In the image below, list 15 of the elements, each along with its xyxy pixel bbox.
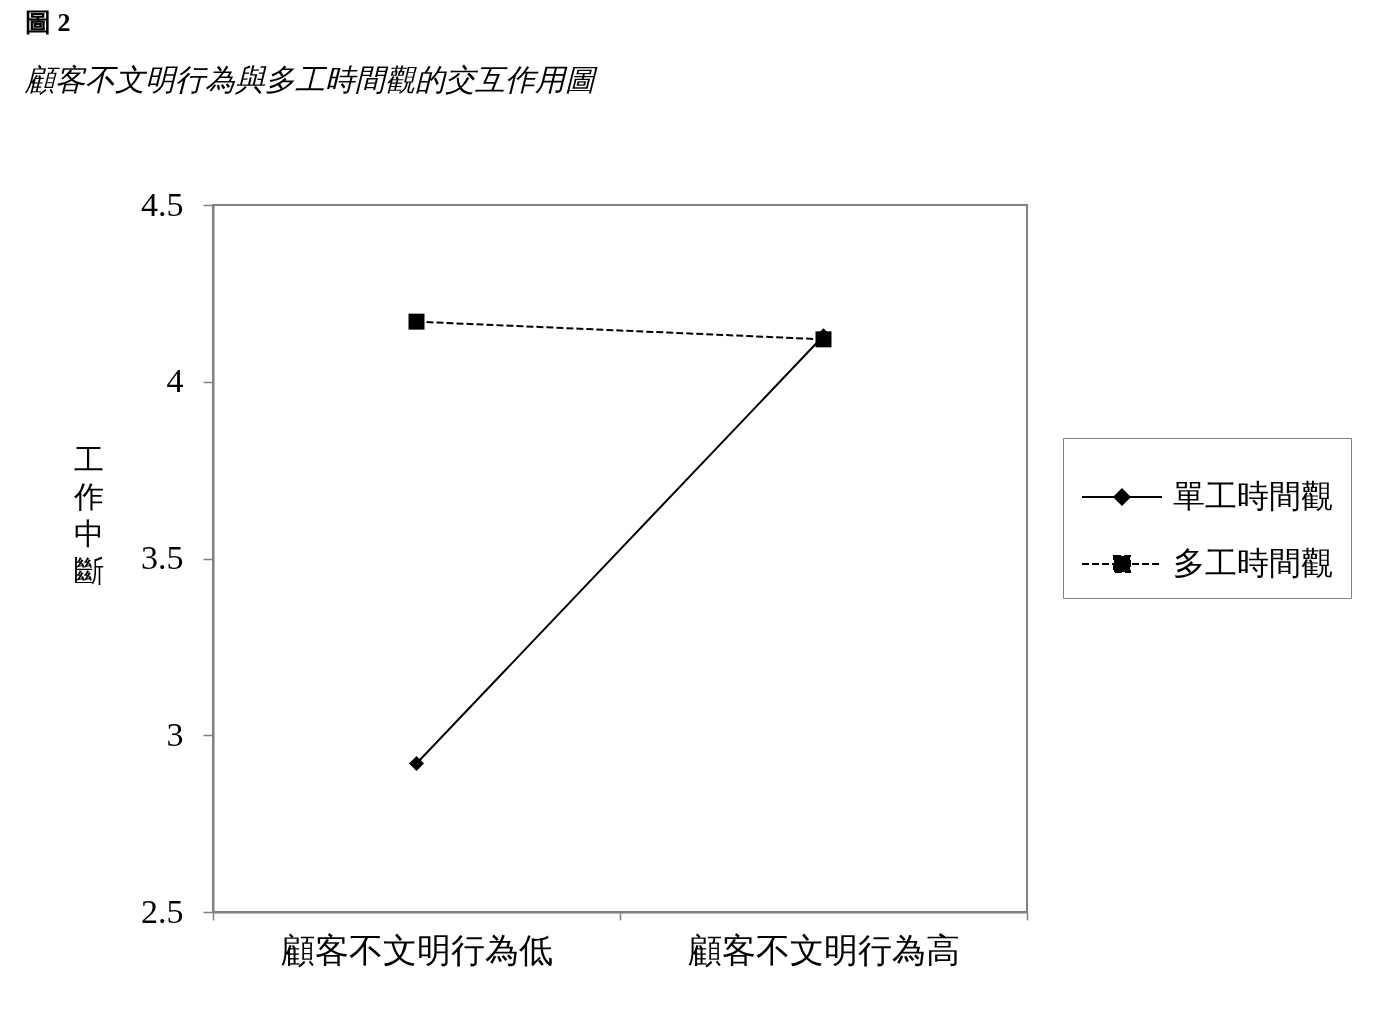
- y-tick-label: 3.5: [141, 539, 184, 576]
- chart-title: 圖 2: [25, 8, 71, 37]
- point: [409, 756, 424, 772]
- x-tick-label: 顧客不文明行為低: [281, 931, 553, 969]
- chart-subtitle: 顧客不文明行為與多工時間觀的交互作用圖: [24, 62, 598, 97]
- y-tick-label: 2.5: [141, 892, 184, 930]
- y-axis-title: 工作中斷: [72, 442, 104, 587]
- legend-label: 多工時間觀: [1173, 545, 1333, 581]
- point: [408, 313, 425, 330]
- legend-label: 單工時間觀: [1173, 478, 1333, 514]
- y-tick-label: 4.5: [141, 185, 184, 223]
- point: [815, 331, 832, 348]
- y-tick-label: 3: [166, 715, 184, 753]
- x-tick-label: 顧客不文明行為高: [688, 931, 960, 969]
- y-tick-label: 4: [166, 362, 184, 400]
